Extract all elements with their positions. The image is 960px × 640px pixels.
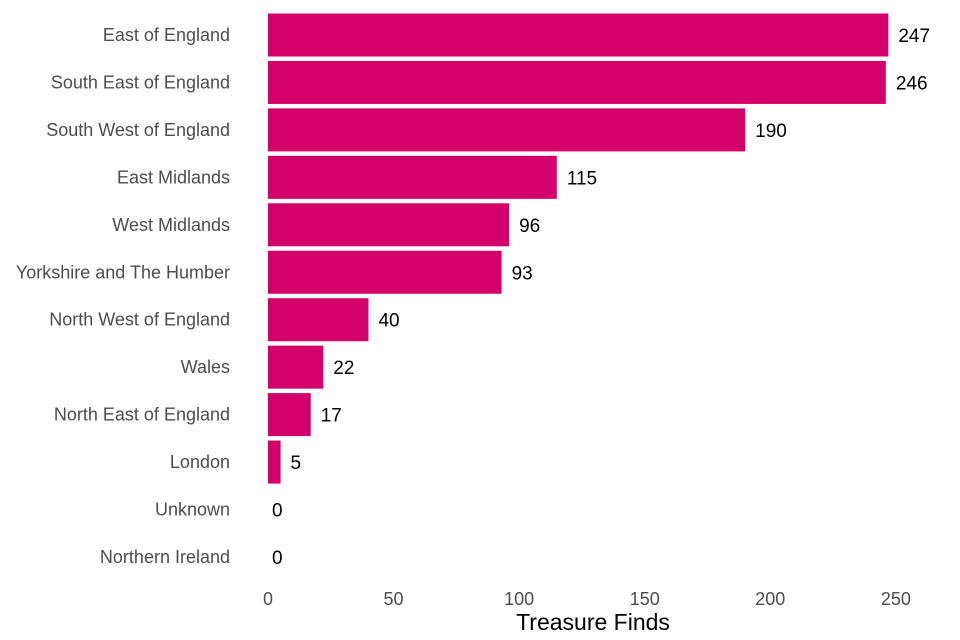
- value-label: 22: [333, 358, 354, 379]
- bar: [268, 440, 281, 484]
- bars-layer: [268, 13, 889, 484]
- value-labels: 247 246 190 115 96 93 40 22 17 5 0 0: [272, 26, 930, 569]
- x-tick-label: 250: [881, 589, 911, 609]
- bar: [268, 345, 324, 389]
- value-label: 5: [291, 453, 302, 474]
- bar: [268, 298, 369, 342]
- value-label: 190: [755, 121, 787, 142]
- value-label: 96: [519, 216, 540, 237]
- value-label: 246: [896, 73, 928, 94]
- value-label: 247: [898, 26, 930, 47]
- value-label: 0: [272, 548, 283, 569]
- bar: [268, 203, 510, 247]
- bar: [268, 108, 746, 152]
- category-label: East Midlands: [117, 167, 230, 187]
- category-label: North West of England: [49, 310, 230, 330]
- category-label: North East of England: [54, 405, 230, 425]
- category-label: London: [170, 452, 230, 472]
- x-tick-label: 0: [263, 589, 273, 609]
- bar: [268, 60, 886, 104]
- x-axis-ticks: 0 50 100 150 200 250: [263, 589, 911, 609]
- value-label: 93: [512, 263, 533, 284]
- category-label: Northern Ireland: [100, 547, 230, 567]
- category-label: Wales: [181, 357, 230, 377]
- value-label: 17: [321, 406, 342, 427]
- category-label: East of England: [103, 25, 230, 45]
- bar: [268, 13, 889, 57]
- x-tick-label: 200: [755, 589, 785, 609]
- x-tick-label: 50: [384, 589, 404, 609]
- value-label: 40: [378, 311, 399, 332]
- category-label: West Midlands: [112, 215, 230, 235]
- x-tick-label: 150: [630, 589, 660, 609]
- bar: [268, 155, 557, 199]
- x-axis-title: Treasure Finds: [516, 609, 670, 635]
- bar: [268, 393, 311, 437]
- category-label: South East of England: [51, 72, 230, 92]
- category-label: Unknown: [155, 500, 230, 520]
- category-labels: East of England South East of England Sout…: [16, 25, 230, 567]
- category-label: South West of England: [46, 120, 230, 140]
- x-tick-label: 100: [504, 589, 534, 609]
- category-label: Yorkshire and The Humber: [16, 262, 230, 282]
- bar: [268, 250, 502, 294]
- value-label: 115: [567, 168, 597, 189]
- value-label: 0: [272, 501, 283, 522]
